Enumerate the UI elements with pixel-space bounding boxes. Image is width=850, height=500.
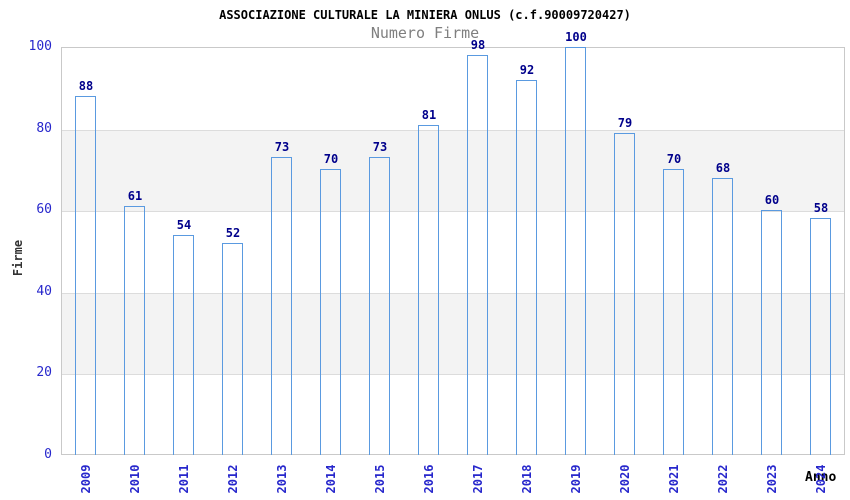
bar-2016 <box>418 125 439 455</box>
bar-value-label: 54 <box>176 218 192 232</box>
x-tick-label: 2019 <box>569 464 583 494</box>
bar-value-label: 79 <box>617 116 633 130</box>
bar-2010 <box>124 206 145 455</box>
x-tick-label: 2022 <box>716 464 730 494</box>
bar-value-label: 61 <box>127 189 143 203</box>
gridline <box>62 130 844 131</box>
x-tick-label: 2021 <box>667 464 681 494</box>
bar-2023 <box>761 210 782 455</box>
x-tick-label: 2009 <box>79 464 93 494</box>
bar-2013 <box>271 157 292 455</box>
bar-value-label: 70 <box>666 152 682 166</box>
x-tick-label: 2014 <box>324 464 338 494</box>
bar-2011 <box>173 235 194 455</box>
x-tick-label: 2015 <box>373 464 387 494</box>
x-axis-title: Anno <box>805 470 837 485</box>
bar-2021 <box>663 169 684 455</box>
chart-subtitle: Numero Firme <box>370 24 480 42</box>
x-tick-label: 2023 <box>765 464 779 494</box>
chart-title: ASSOCIAZIONE CULTURALE LA MINIERA ONLUS … <box>219 8 631 22</box>
bar-2014 <box>320 169 341 455</box>
bar-value-label: 73 <box>372 140 388 154</box>
bar-value-label: 52 <box>225 226 241 240</box>
bar-2015 <box>369 157 390 455</box>
bar-2012 <box>222 243 243 455</box>
y-tick-label: 40 <box>36 284 52 299</box>
y-axis-title: Firme <box>11 239 25 277</box>
bar-2019 <box>565 47 586 455</box>
x-tick-label: 2011 <box>177 464 191 494</box>
bar-value-label: 60 <box>764 193 780 207</box>
x-tick-label: 2012 <box>226 464 240 494</box>
y-tick-label: 60 <box>36 202 52 217</box>
y-tick-label: 100 <box>28 39 52 54</box>
x-tick-label: 2016 <box>422 464 436 494</box>
x-tick-label: 2020 <box>618 464 632 494</box>
bar-value-label: 70 <box>323 152 339 166</box>
bar-value-label: 88 <box>78 79 94 93</box>
bar-2018 <box>516 80 537 455</box>
background-band <box>62 129 844 212</box>
bar-2024 <box>810 218 831 455</box>
bar-2020 <box>614 133 635 455</box>
x-tick-label: 2013 <box>275 464 289 494</box>
bar-value-label: 81 <box>421 108 437 122</box>
x-tick-label: 2024 <box>814 464 828 494</box>
gridline <box>62 374 844 375</box>
y-tick-label: 80 <box>36 121 52 136</box>
x-tick-label: 2010 <box>128 464 142 494</box>
x-tick-label: 2017 <box>471 464 485 494</box>
bar-value-label: 68 <box>715 161 731 175</box>
bar-value-label: 73 <box>274 140 290 154</box>
bar-value-label: 58 <box>813 201 829 215</box>
background-band <box>62 292 844 375</box>
bar-2009 <box>75 96 96 455</box>
y-tick-label: 0 <box>44 447 52 462</box>
bar-2022 <box>712 178 733 455</box>
bar-value-label: 92 <box>519 63 535 77</box>
plot-area <box>61 47 845 455</box>
gridline <box>62 211 844 212</box>
y-tick-label: 20 <box>36 365 52 380</box>
x-tick-label: 2018 <box>520 464 534 494</box>
bar-value-label: 98 <box>470 38 486 52</box>
bar-value-label: 100 <box>565 30 587 44</box>
gridline <box>62 293 844 294</box>
bar-2017 <box>467 55 488 455</box>
